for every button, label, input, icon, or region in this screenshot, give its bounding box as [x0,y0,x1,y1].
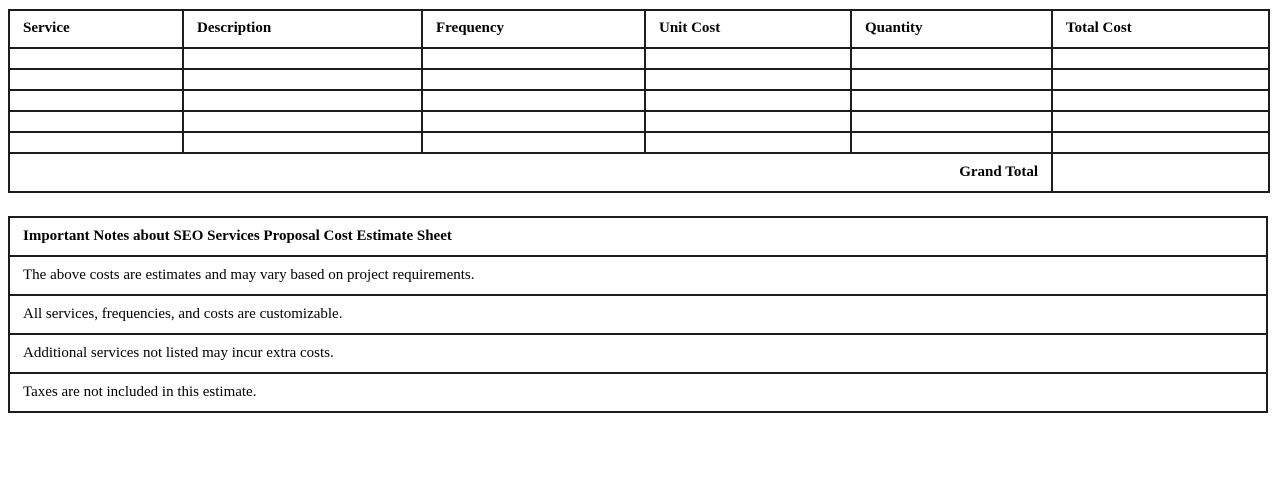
cell-description [182,47,423,70]
cell-description [182,89,423,112]
notes-table: Important Notes about SEO Services Propo… [8,216,1268,413]
cell-unit-cost [644,68,852,91]
cell-quantity [850,68,1053,91]
cell-description [182,131,423,154]
cell-service [8,89,184,112]
cell-total-cost [1051,89,1270,112]
cell-frequency [421,131,646,154]
col-header-unit-cost: Unit Cost [644,9,852,49]
cell-service [8,68,184,91]
cell-quantity [850,89,1053,112]
notes-title-row: Important Notes about SEO Services Propo… [8,216,1268,257]
cell-quantity [850,47,1053,70]
cell-frequency [421,110,646,133]
note-row: All services, frequencies, and costs are… [8,294,1268,335]
cell-service [8,131,184,154]
cell-unit-cost [644,89,852,112]
note-row: Additional services not listed may incur… [8,333,1268,374]
table-row [8,110,1270,133]
col-header-total-cost: Total Cost [1051,9,1270,49]
note-row: The above costs are estimates and may va… [8,255,1268,296]
cell-quantity [850,131,1053,154]
col-header-quantity: Quantity [850,9,1053,49]
cell-unit-cost [644,110,852,133]
col-header-frequency: Frequency [421,9,646,49]
cell-frequency [421,68,646,91]
cell-total-cost [1051,110,1270,133]
cell-unit-cost [644,131,852,154]
cost-estimate-table: Service Description Frequency Unit Cost … [8,9,1270,193]
table-row [8,131,1270,154]
note-item: Taxes are not included in this estimate. [8,372,1268,413]
table-row [8,47,1270,70]
grand-total-value [1051,152,1270,193]
cell-service [8,47,184,70]
cell-unit-cost [644,47,852,70]
table-row [8,68,1270,91]
cell-frequency [421,47,646,70]
col-header-service: Service [8,9,184,49]
cell-description [182,110,423,133]
cell-service [8,110,184,133]
note-item: The above costs are estimates and may va… [8,255,1268,296]
cell-description [182,68,423,91]
col-header-description: Description [182,9,423,49]
cell-total-cost [1051,131,1270,154]
grand-total-row: Grand Total [8,152,1270,193]
cell-total-cost [1051,68,1270,91]
table-row [8,89,1270,112]
note-row: Taxes are not included in this estimate. [8,372,1268,413]
cell-total-cost [1051,47,1270,70]
cell-frequency [421,89,646,112]
notes-title: Important Notes about SEO Services Propo… [8,216,1268,257]
note-item: All services, frequencies, and costs are… [8,294,1268,335]
grand-total-label: Grand Total [8,152,1053,193]
header-row: Service Description Frequency Unit Cost … [8,9,1270,49]
note-item: Additional services not listed may incur… [8,333,1268,374]
cell-quantity [850,110,1053,133]
